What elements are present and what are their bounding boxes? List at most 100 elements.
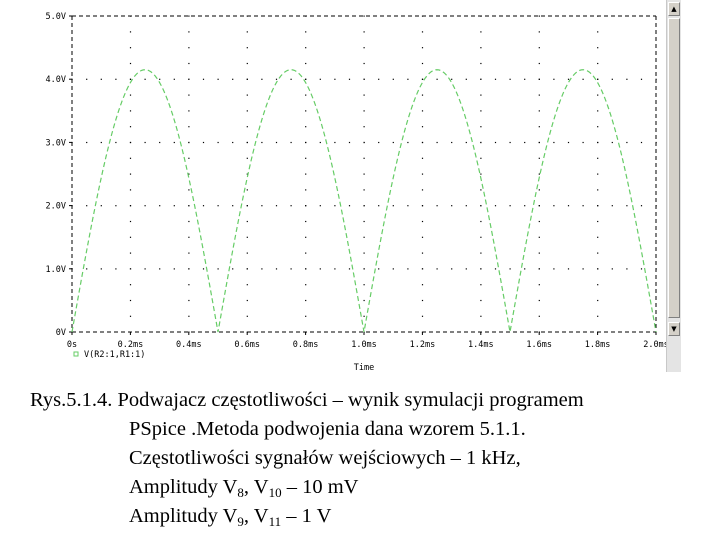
grid-dot [188,126,190,128]
grid-dot [553,205,555,207]
data-point [320,119,321,120]
grid-dot [378,268,380,270]
grid-dot [129,189,132,191]
grid-dot [305,236,307,238]
grid-dot [334,141,336,144]
grid-dot [188,268,190,270]
chart: 0V 1.0V 2.0V 3.0V 4.0V 5.0V 0s 0.2ms 0.4ms 0.6ms 0… [46,12,669,373]
data-point [276,82,277,83]
grid-dot [626,268,628,270]
grid-dot [421,236,424,238]
grid-dot [567,205,570,207]
data-point [261,119,262,120]
grid-dot [144,205,146,207]
grid-dot [173,78,175,80]
vertical-scrollbar[interactable]: ▲ ▼ [666,0,681,372]
x-tick-label: 0.6ms [234,340,260,350]
grid-dot [202,78,205,80]
grid-dot [246,315,248,317]
grid-dot [363,141,365,144]
grid-dot [421,110,424,112]
grid-layer [71,15,657,333]
y-tick-label: 0V [56,328,66,338]
data-point [641,251,642,252]
grid-dot [246,268,248,270]
data-point [159,82,160,83]
grid-dot [159,205,161,207]
grid-dot [159,141,161,144]
grid-dot [334,268,336,270]
data-point [568,82,569,83]
grid-dot [275,78,278,80]
grid-dot [421,252,424,254]
legend-label: V(R2:1,R1:1) [84,350,145,360]
grid-dot [626,205,628,207]
grid-dot [188,78,190,80]
grid-dot [275,268,278,270]
grid-dot [465,268,467,270]
grid-dot [582,268,584,270]
data-point [539,177,540,178]
grid-dot [480,173,482,175]
grid-dot [363,252,365,254]
grid-dot [100,78,102,80]
grid-dot [538,141,540,144]
grid-dot [261,78,263,80]
grid-dot [480,315,482,317]
grid-dot [305,284,307,286]
grid-dot [217,205,219,207]
y-tick-label: 1.0V [46,265,66,275]
grid-dot [275,205,278,207]
grid-dot [261,205,263,207]
grid-dot [246,157,248,159]
data-point [305,82,306,83]
grid-dot [363,110,365,112]
grid-dot [129,220,132,223]
caption-line-5-prefix: Amplitudy V [129,505,238,527]
grid-dot [626,141,628,144]
grid-dot [597,94,599,96]
grid-dot [392,205,394,207]
scroll-up-arrow-icon[interactable]: ▲ [668,2,680,16]
data-point [86,251,87,252]
x-tick-label: 1.8ms [585,340,611,350]
grid-dot [246,62,248,65]
grid-dot [480,47,482,49]
grid-dot [538,315,540,317]
x-tick-label: 1.0ms [351,340,377,350]
grid-dot [246,47,248,49]
grid-dot [597,236,599,238]
grid-dot [509,268,511,270]
grid-dot [509,205,511,207]
grid-dot [363,205,365,207]
grid-dot [480,205,482,207]
grid-dot [159,268,161,270]
grid-dot [188,94,190,96]
data-point [232,251,233,252]
grid-dot [640,205,643,207]
x-tick-label: 0.4ms [176,340,202,350]
grid-dot [129,62,132,65]
grid-dot [246,220,248,223]
x-tick-label: 1.6ms [526,340,552,350]
data-point [71,331,72,332]
grid-dot [538,126,540,128]
grid-dot [480,189,482,191]
grid-dot [86,205,88,207]
grid-dot [553,141,555,144]
grid-dot [538,252,540,254]
scrollbar-thumb[interactable] [668,18,680,318]
grid-dot [305,31,307,33]
grid-dot [392,141,394,144]
x-tick-label: 0.2ms [118,340,144,350]
caption-line-4-sub1: 8 [237,485,244,500]
x-axis-label: Time [354,363,374,372]
grid-dot [567,268,570,270]
grid-dot [597,268,599,270]
grid-dot [597,126,599,128]
grid-dot [611,268,613,270]
data-point [174,119,175,120]
scroll-down-arrow-icon[interactable]: ▼ [668,322,680,336]
grid-dot [246,299,248,302]
data-point [436,69,437,70]
